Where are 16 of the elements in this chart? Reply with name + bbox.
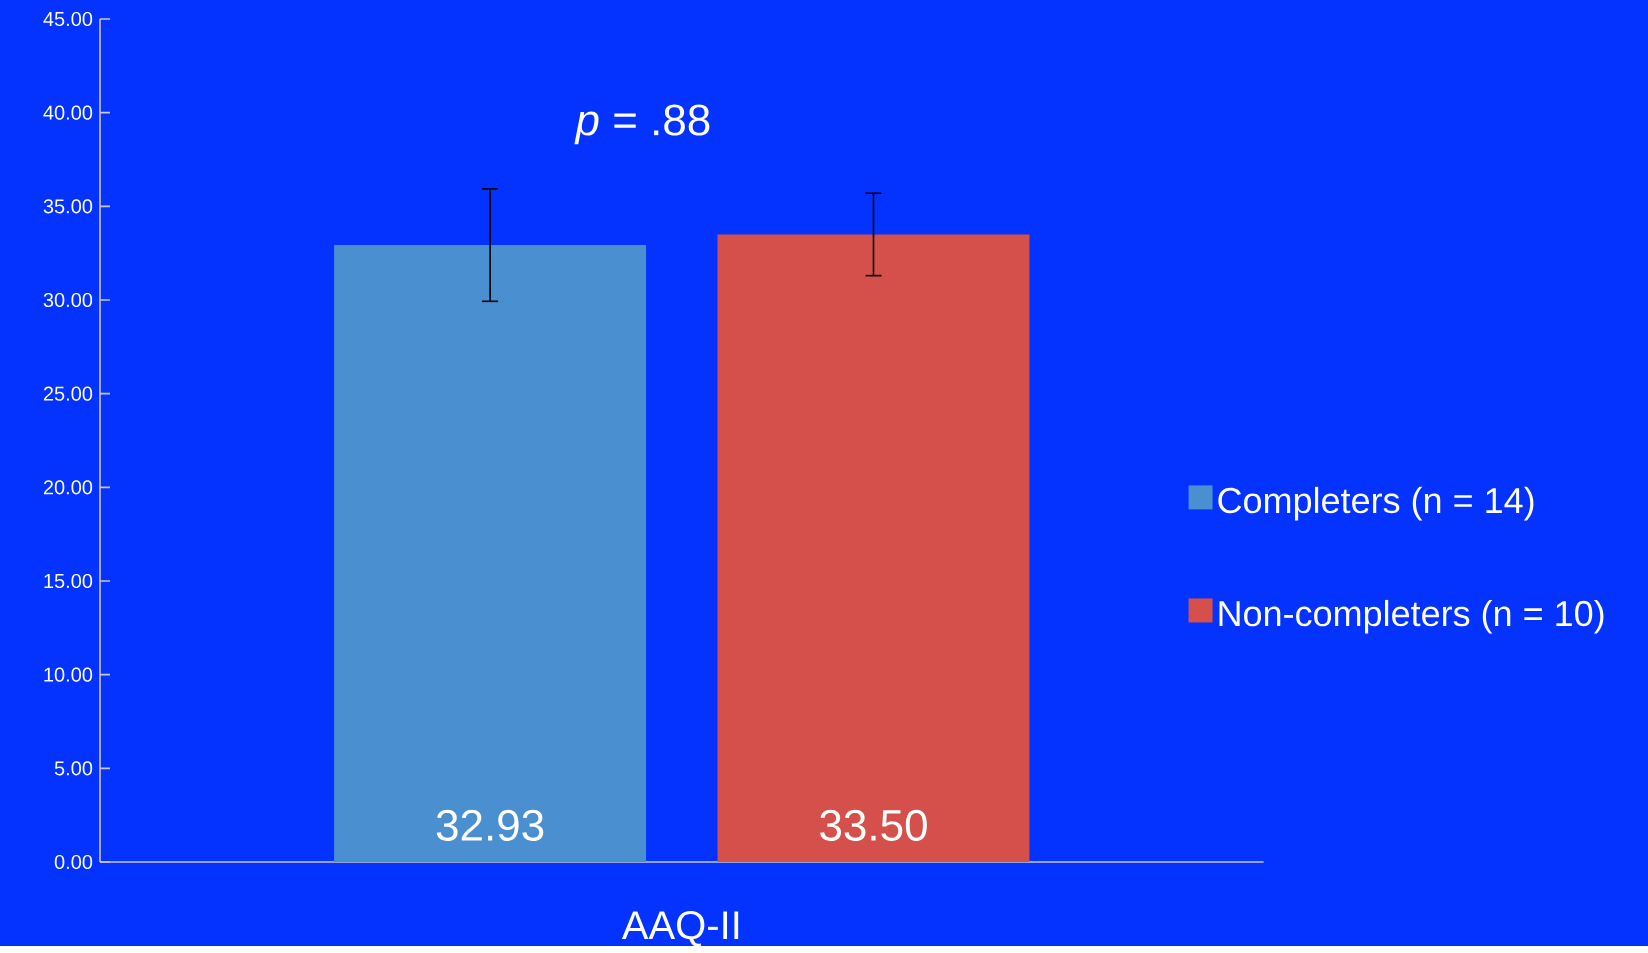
y-tick-label: 25.00: [43, 386, 93, 401]
y-tick-label: 0.00: [54, 854, 93, 869]
annotation: p = .88: [574, 104, 710, 145]
data-label: 33.50: [820, 809, 927, 841]
y-tick-label: 30.00: [43, 292, 93, 307]
y-tick-label: 40.00: [43, 105, 93, 120]
data-label: 32.93: [436, 809, 544, 841]
x-tick-label: AAQ-II: [621, 910, 739, 947]
legend-label: Non-completers (n = 10): [1219, 599, 1604, 634]
y-tick-label: 5.00: [54, 761, 93, 776]
legend-label: Completers (n = 14): [1218, 486, 1534, 521]
y-tick-label: 35.00: [43, 199, 93, 214]
y-tick-label: 45.00: [43, 11, 93, 26]
y-tick-label: 15.00: [44, 573, 93, 588]
y-tick-label: 10.00: [44, 667, 93, 682]
y-tick-label: 20.00: [43, 480, 93, 495]
